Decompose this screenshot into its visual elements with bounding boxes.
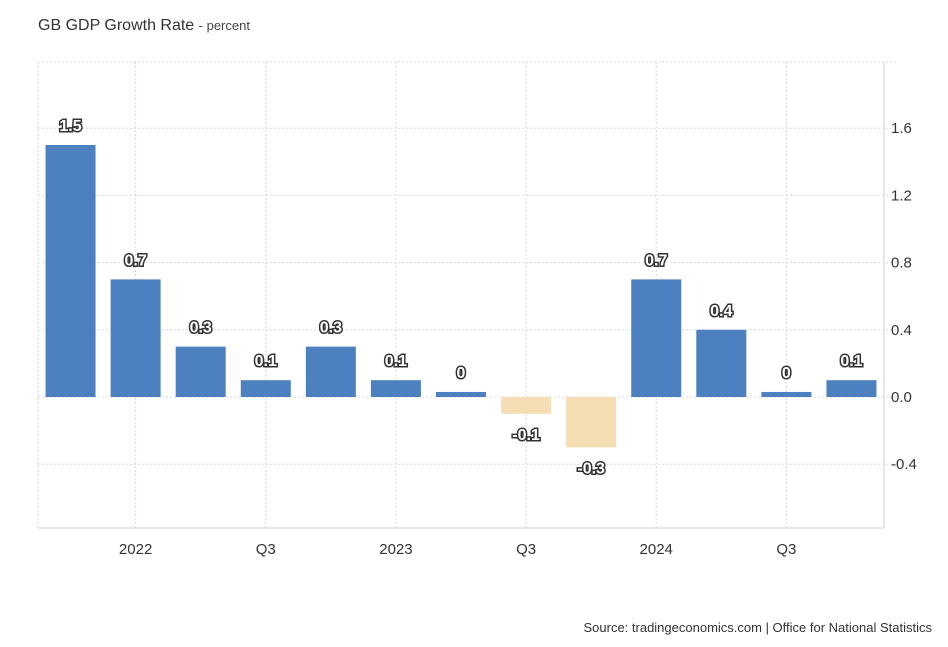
bar[interactable] xyxy=(45,145,96,397)
data-label: -0.3 xyxy=(577,460,605,477)
data-label: 0.3 xyxy=(320,320,342,337)
x-tick-label: 2023 xyxy=(379,541,412,558)
bar[interactable] xyxy=(175,346,226,397)
x-tick-label: Q3 xyxy=(776,541,796,558)
x-tick-label: 2024 xyxy=(640,541,673,558)
x-tick-label: Q3 xyxy=(516,541,536,558)
data-label: 0.1 xyxy=(840,353,862,370)
y-tick-label: 0.4 xyxy=(891,322,912,339)
bar[interactable] xyxy=(696,329,747,397)
data-label: 0.7 xyxy=(645,252,667,269)
data-label: 1.5 xyxy=(59,118,81,135)
chart-title-block: GB GDP Growth Rate - percent xyxy=(38,17,250,35)
y-tick-label: 0.0 xyxy=(891,389,912,406)
bar[interactable] xyxy=(566,397,617,448)
bar[interactable] xyxy=(761,391,812,397)
grid-layer xyxy=(37,61,898,529)
x-tick-label: 2022 xyxy=(119,541,152,558)
chart-title: GB GDP Growth Rate xyxy=(38,17,195,34)
source-note: Source: tradingeconomics.com | Office fo… xyxy=(583,620,932,635)
y-axis-ticks: 1.6 1.2 0.8 0.4 0.0 -0.4 xyxy=(891,120,917,473)
x-axis-ticks: 2022 Q3 2023 Q3 2024 Q3 xyxy=(119,541,796,558)
x-tick-label: Q3 xyxy=(256,541,276,558)
y-tick-label: 0.8 xyxy=(891,255,912,272)
bar[interactable] xyxy=(436,391,486,397)
y-tick-label: 1.6 xyxy=(891,120,912,137)
bar[interactable] xyxy=(370,380,421,397)
bar[interactable] xyxy=(631,279,682,397)
data-label: 0.7 xyxy=(124,252,146,269)
data-labels-layer: 1.5 0.7 0.3 0.1 0.3 0.1 0 -0.1 -0.3 0.7 0.4 0 0.1 xyxy=(58,117,864,479)
bars-layer xyxy=(45,145,877,448)
bar-chart: 1.5 0.7 0.3 0.1 0.3 0.1 0 -0.1 -0.3 0.7 0.4 0 0.1 1.… xyxy=(37,61,917,558)
data-label: 0 xyxy=(457,365,466,382)
y-tick-label: -0.4 xyxy=(891,456,917,473)
data-label: -0.1 xyxy=(512,427,540,444)
data-label: 0 xyxy=(782,365,791,382)
data-label: 0.4 xyxy=(710,303,732,320)
data-label: 0.1 xyxy=(255,353,277,370)
y-tick-label: 1.2 xyxy=(891,187,912,204)
bar[interactable] xyxy=(110,279,161,397)
data-label: 0.3 xyxy=(190,320,212,337)
chart-subtitle: - percent xyxy=(198,18,250,33)
bar[interactable] xyxy=(826,380,877,397)
bar[interactable] xyxy=(240,380,291,397)
bar[interactable] xyxy=(305,346,356,397)
bar[interactable] xyxy=(501,397,552,414)
data-label: 0.1 xyxy=(385,353,407,370)
